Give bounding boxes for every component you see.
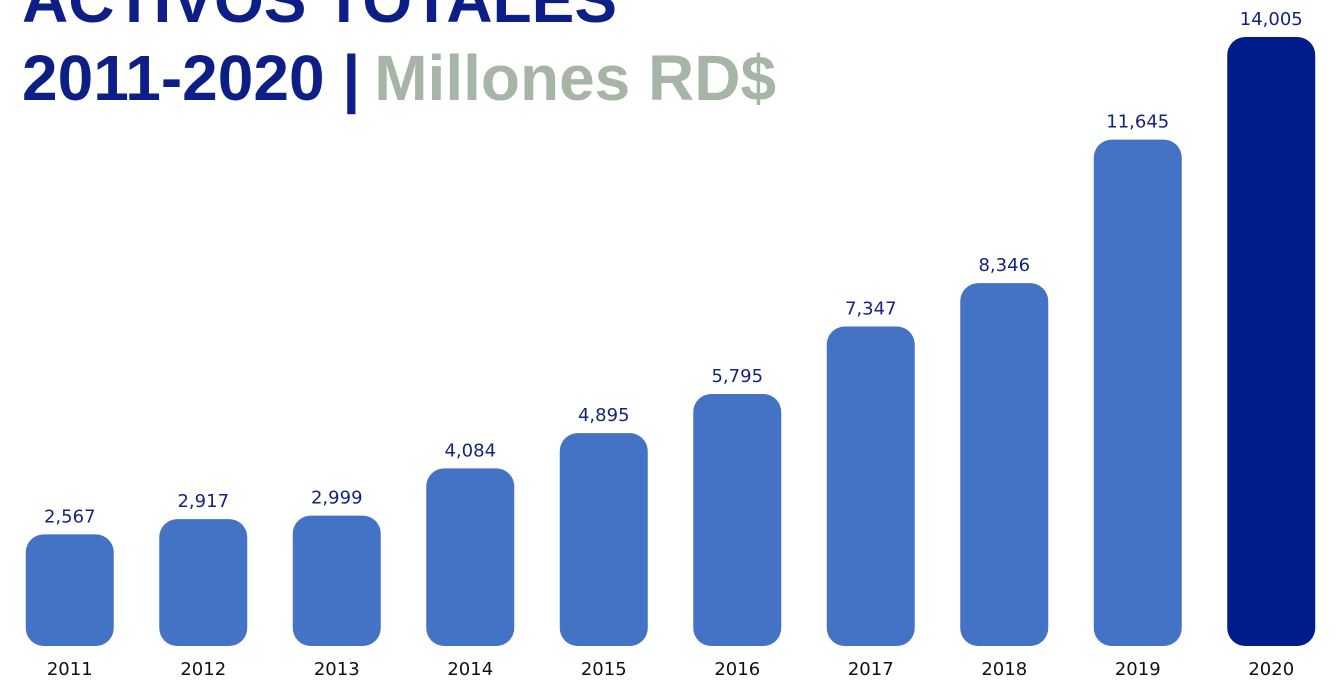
bar [960, 283, 1049, 646]
x-tick-label: 2016 [714, 659, 760, 680]
value-label: 5,795 [711, 366, 763, 387]
value-label: 4,084 [444, 440, 496, 461]
value-label: 14,005 [1240, 9, 1303, 30]
bar [25, 534, 114, 646]
bar [426, 468, 515, 646]
bar [159, 519, 248, 646]
bar [559, 433, 648, 646]
x-tick-label: 2013 [314, 659, 360, 680]
bar [1227, 37, 1316, 646]
chart-subtitle: Millones RD$ [374, 42, 776, 114]
value-label: 8,346 [978, 255, 1030, 276]
chart-title: ACTIVOS TOTALES [22, 0, 617, 36]
chart-title: 2011-2020 | [22, 42, 360, 115]
value-label: 2,999 [311, 488, 363, 509]
x-tick-label: 2019 [1115, 659, 1161, 680]
value-label: 4,895 [578, 405, 630, 426]
x-tick-label: 2017 [848, 659, 894, 680]
chart-title-line: 2011-2020 | Millones RD$ [22, 42, 776, 115]
x-tick-label: 2015 [581, 659, 627, 680]
bar [826, 326, 915, 646]
x-tick-label: 2018 [981, 659, 1027, 680]
x-tick-label: 2014 [447, 659, 493, 680]
bar [292, 515, 381, 646]
value-label: 7,347 [845, 299, 897, 320]
value-label: 2,917 [177, 491, 229, 512]
value-label: 11,645 [1106, 112, 1169, 133]
bar [1093, 139, 1182, 646]
value-label: 2,567 [44, 506, 96, 527]
x-tick-label: 2012 [180, 659, 226, 680]
bar [693, 394, 782, 646]
x-tick-label: 2011 [47, 659, 93, 680]
x-tick-label: 2020 [1248, 659, 1294, 680]
